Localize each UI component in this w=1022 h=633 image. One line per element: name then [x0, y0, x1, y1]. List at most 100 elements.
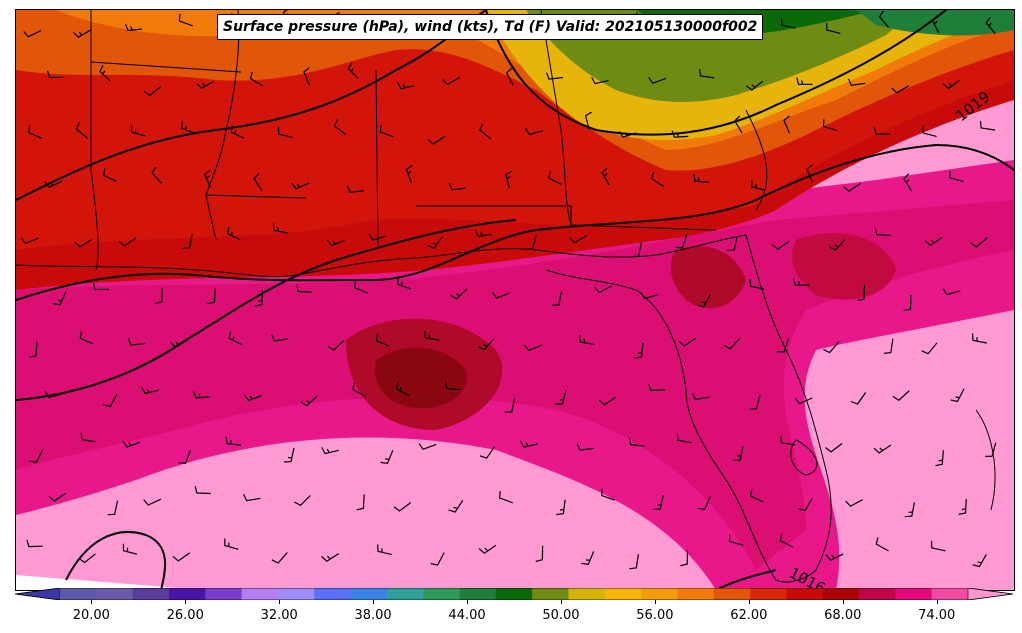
- wind-barb: [555, 390, 567, 405]
- wind-barb: [352, 382, 366, 397]
- isobar-line: [65, 531, 167, 590]
- wind-barb: [225, 436, 242, 446]
- wind-barb: [92, 282, 110, 291]
- colorbar-segment: [786, 588, 824, 600]
- wind-barb: [478, 544, 497, 554]
- wind-barb: [182, 233, 193, 249]
- wind-barb: [53, 291, 67, 306]
- wind-barb: [492, 292, 510, 299]
- wind-barb: [284, 447, 295, 463]
- wind-barb: [47, 70, 64, 79]
- wind-barb: [781, 18, 796, 29]
- wind-barb: [648, 383, 665, 392]
- wind-barb: [504, 398, 516, 413]
- colorbar-segment: [532, 588, 569, 600]
- wind-barb: [368, 233, 387, 241]
- colorbar-segment: [168, 588, 206, 600]
- wind-barb: [600, 488, 616, 501]
- wind-barbs: [20, 10, 997, 570]
- colorbar-tick-mark: [279, 600, 281, 604]
- wind-barb: [479, 446, 496, 459]
- wind-barb: [48, 492, 67, 502]
- wind-barb: [745, 80, 764, 91]
- wind-barb: [243, 493, 261, 502]
- wind-barb: [629, 554, 639, 570]
- wind-barb: [822, 119, 838, 132]
- colorbar-tick-mark: [560, 600, 562, 604]
- wind-barb: [525, 235, 537, 250]
- wind-barb: [155, 287, 163, 305]
- isobar-line: [485, 10, 947, 136]
- wind-barb: [676, 433, 692, 444]
- wind-barb: [970, 237, 988, 248]
- wind-barb: [74, 239, 93, 248]
- wind-barb: [379, 124, 394, 138]
- colorbar-segment: [314, 588, 352, 600]
- wind-barb: [749, 279, 765, 290]
- colorbar-segment: [604, 588, 642, 600]
- wind-barb: [792, 278, 810, 286]
- wind-barb: [903, 294, 912, 312]
- colorbar-tick-label: 50.00: [542, 608, 580, 623]
- wind-barb: [598, 396, 617, 406]
- wind-barb: [806, 164, 813, 183]
- colorbar-segment: [205, 588, 243, 600]
- colorbar-segment: [459, 588, 497, 600]
- wind-barb: [444, 381, 461, 391]
- wind-barb: [294, 495, 311, 507]
- wind-barb: [601, 167, 610, 186]
- colorbar-tick-mark: [373, 600, 375, 604]
- isobar-line: [16, 219, 517, 401]
- wind-barb: [448, 499, 464, 513]
- wind-barb: [825, 553, 844, 561]
- wind-barb: [224, 538, 239, 550]
- colorbar-tick-labels: 20.00 26.00 32.00 38.00 44.00 50.00 56.00 62.00…: [0, 600, 1022, 633]
- colorbar-tick-mark: [748, 600, 750, 604]
- wind-barb: [671, 130, 689, 138]
- wind-barb: [648, 77, 667, 84]
- wind-barb: [26, 539, 43, 548]
- wind-barb: [44, 180, 63, 188]
- wind-barb: [850, 392, 867, 405]
- wind-barb: [393, 502, 412, 512]
- wind-barb: [780, 435, 796, 446]
- colorbar-segment: [859, 588, 896, 600]
- wind-barb: [935, 450, 944, 467]
- wind-barb: [353, 280, 368, 294]
- isobar-line: [16, 10, 487, 201]
- wind-barb: [296, 284, 313, 293]
- colorbar-tick-label: 20.00: [72, 608, 110, 623]
- colorbar-segment: [750, 588, 787, 600]
- colorbar-segment: [822, 588, 860, 600]
- colorbar-segment: [895, 588, 933, 600]
- colorbar-tick-mark: [842, 600, 844, 604]
- wind-barb: [581, 551, 595, 565]
- wind-barb: [628, 437, 645, 447]
- wind-barb: [118, 237, 137, 247]
- wind-barb: [828, 239, 846, 251]
- wind-barb: [826, 22, 841, 34]
- wind-barb: [843, 182, 861, 192]
- colorbar-segment: [713, 588, 751, 600]
- wind-barb: [845, 499, 864, 507]
- wind-barb: [903, 173, 913, 192]
- wind-barb: [20, 237, 39, 245]
- wind-barb: [395, 381, 410, 396]
- wind-barb: [203, 169, 211, 188]
- colorbar-tick-label: 68.00: [824, 608, 862, 623]
- colorbar-tick-label: 44.00: [448, 608, 486, 623]
- wind-barb: [525, 128, 543, 136]
- wind-barb: [904, 502, 915, 518]
- wind-barb: [303, 67, 310, 86]
- wind-barb: [883, 338, 894, 354]
- wind-barb: [122, 441, 141, 448]
- wind-barb: [631, 242, 642, 258]
- wind-barb: [794, 397, 813, 405]
- colorbar-segment: [241, 588, 279, 600]
- wind-barb: [418, 443, 437, 451]
- wind-barb: [127, 338, 145, 346]
- wind-barb: [227, 226, 241, 241]
- colorbar-tick-label: 26.00: [166, 608, 204, 623]
- colorbar-tick-mark: [654, 600, 656, 604]
- wind-barb: [151, 166, 162, 184]
